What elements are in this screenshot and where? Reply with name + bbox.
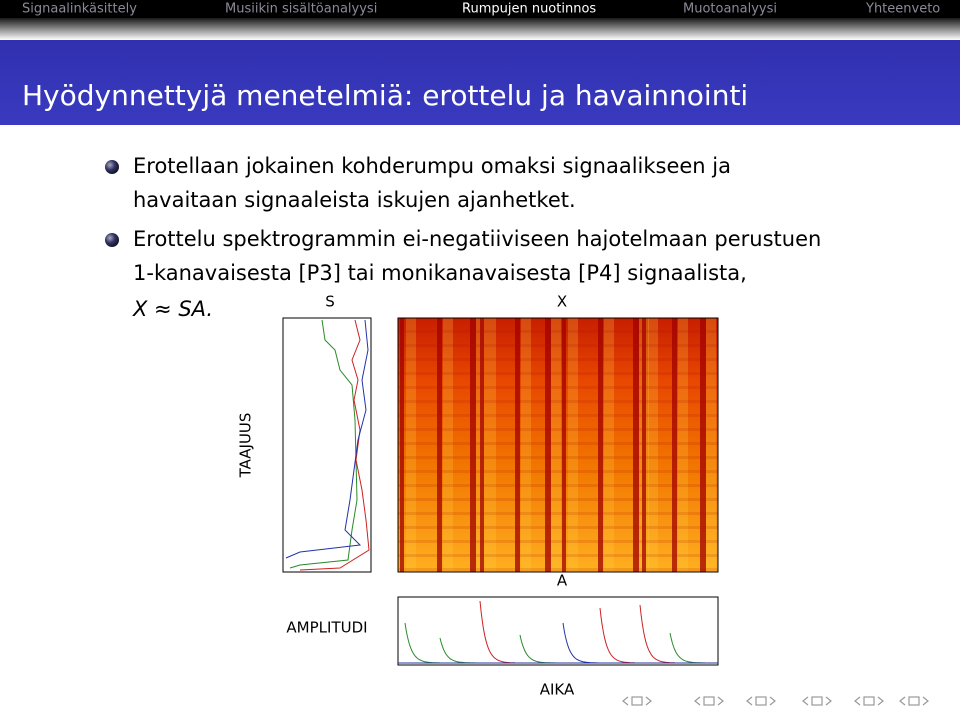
nav-icon — [717, 696, 724, 706]
s-curve — [289, 319, 358, 569]
x-label: X — [557, 293, 567, 311]
nav-item: Muotoanalyysi — [683, 2, 777, 17]
onset-glow — [521, 318, 531, 572]
nav-icon — [769, 696, 776, 706]
spectral-band — [398, 386, 718, 389]
spectral-band — [398, 484, 718, 487]
onset-stripe — [700, 318, 706, 572]
onset-stripe — [672, 318, 677, 572]
spectral-band — [398, 428, 718, 431]
nav-icon — [854, 696, 861, 706]
onset-glow — [486, 318, 496, 572]
onset-glow — [678, 318, 688, 572]
nav-icon — [877, 696, 884, 706]
spectral-band — [398, 344, 718, 347]
spectrogram-frame — [397, 317, 719, 573]
nav-icon — [863, 696, 875, 706]
bullet-ball — [105, 160, 119, 174]
nav-icon — [922, 696, 929, 706]
nav-icon — [811, 696, 823, 706]
nav-item: Yhteenveto — [865, 2, 940, 17]
spectral-band — [398, 512, 718, 515]
spectral-band — [398, 568, 718, 571]
title-bar — [0, 40, 960, 125]
bullet-text: 1-kanavaisesta [P3] tai monikanavaisesta… — [133, 261, 747, 285]
nav-icon — [703, 696, 715, 706]
onset-stripe — [480, 318, 484, 572]
frequency-label: TAAJUUS — [237, 413, 255, 479]
spectral-band — [398, 400, 718, 403]
nav-shadow — [0, 18, 960, 40]
nav-icon — [746, 696, 753, 706]
nav: Signaalinkäsittely Musiikin sisältöanalyy… — [22, 2, 940, 17]
onset-stripe — [437, 318, 442, 572]
onset-stripe — [642, 318, 646, 572]
nav-icon — [622, 696, 629, 706]
nav-icon — [755, 696, 767, 706]
nav-item: Musiikin sisältöanalyysi — [225, 2, 377, 17]
spectral-band — [398, 330, 718, 333]
spectral-band — [398, 372, 718, 375]
nav-item: Signaalinkäsittely — [22, 2, 137, 17]
spectral-band — [398, 358, 718, 361]
onset-stripe — [598, 318, 603, 572]
onset-glow — [648, 318, 658, 572]
onset-glow — [604, 318, 614, 572]
onset-glow — [706, 318, 716, 572]
onset-glow — [568, 318, 578, 572]
amplitude-label: AMPLITUDI — [286, 619, 367, 637]
bullet-text: Erotellaan jokainen kohderumpu omaksi si… — [133, 154, 731, 178]
onset-glow — [406, 318, 416, 572]
time-label: AIKA — [540, 681, 575, 699]
a-curves — [398, 600, 718, 664]
nav-icon — [645, 696, 652, 706]
spectrogram-onsets — [398, 318, 718, 572]
onset-stripe — [562, 318, 566, 572]
nav-icon — [825, 696, 832, 706]
nav-icon — [694, 696, 701, 706]
nav-icon — [899, 696, 906, 706]
onset-glow — [443, 318, 453, 572]
bullet-ball — [105, 233, 119, 247]
beamer-navigation — [622, 696, 929, 706]
a-panel — [397, 596, 719, 666]
nav-bar — [0, 0, 960, 18]
onset-stripe — [470, 318, 476, 572]
nav-item: Rumpujen nuotinnos — [462, 2, 596, 17]
spectral-band — [398, 498, 718, 501]
spectrogram — [398, 318, 718, 572]
nav-icon — [631, 696, 643, 706]
slide-title: Hyödynnettyjä menetelmiä: erottelu ja ha… — [22, 79, 748, 112]
spectral-band — [398, 470, 718, 473]
s-panel — [282, 317, 372, 573]
spectral-band — [398, 526, 718, 529]
onset-stripe — [545, 318, 551, 572]
onset-stripe — [515, 318, 520, 572]
bullet-text: Erottelu spektrogrammin ei-negatiiviseen… — [133, 227, 821, 251]
bullet-text: X ≈ SA. — [132, 297, 213, 321]
a-label: A — [557, 572, 568, 590]
spectral-band — [398, 554, 718, 557]
nav-icon — [908, 696, 920, 706]
onset-stripe — [633, 318, 639, 572]
s-label: S — [325, 293, 335, 311]
bullet-text: havaitaan signaaleista iskujen ajanhetke… — [133, 188, 576, 212]
spectral-band — [398, 540, 718, 543]
spectral-band — [398, 456, 718, 459]
spectral-band — [398, 414, 718, 417]
s-curve — [285, 319, 369, 559]
s-curve — [299, 319, 370, 571]
spectral-band — [398, 442, 718, 445]
nav-icon — [802, 696, 809, 706]
onset-glow — [551, 318, 561, 572]
onset-stripe — [400, 318, 404, 572]
